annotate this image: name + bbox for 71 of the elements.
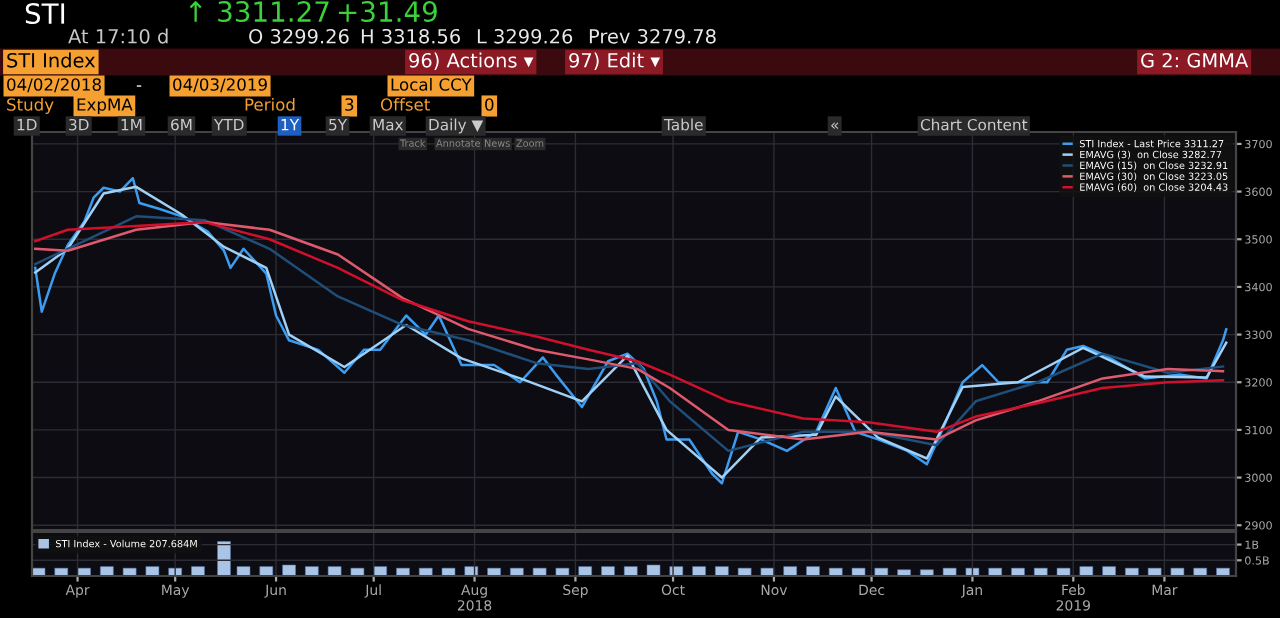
bar (942, 567, 957, 576)
bar (760, 567, 775, 576)
text: - (136, 85, 142, 87)
bar (217, 541, 231, 576)
text: +31.49 (338, 1, 437, 23)
bar (851, 567, 866, 576)
bar (601, 566, 615, 576)
bar (1216, 567, 1230, 576)
bar (236, 566, 251, 576)
bar (692, 566, 706, 576)
text: O 3299.26 (249, 28, 349, 44)
bar (350, 567, 365, 576)
bar (965, 567, 980, 576)
bar (988, 567, 1002, 576)
bar (646, 564, 661, 576)
bar (874, 567, 889, 576)
bar (783, 566, 797, 576)
bar (77, 567, 91, 576)
text: At 17:10 d (68, 28, 168, 44)
bar (1193, 567, 1207, 576)
bar (1170, 567, 1185, 576)
text: Prev 3279.78 (589, 28, 716, 44)
bar (897, 569, 911, 576)
bar (1033, 567, 1048, 576)
bar (555, 567, 570, 576)
text: Local CCY (391, 77, 472, 91)
text: H 3318.56 (361, 28, 460, 44)
bar (1147, 567, 1162, 576)
bar (920, 569, 934, 576)
text: Offset (380, 97, 430, 111)
bar (510, 567, 524, 576)
bar (623, 566, 638, 576)
text: Study (7, 97, 54, 115)
bar (100, 566, 114, 576)
bar (282, 564, 296, 576)
bar (1102, 566, 1116, 576)
bar (396, 567, 410, 576)
bar (737, 567, 752, 576)
bar (532, 567, 547, 576)
bar (1079, 566, 1094, 576)
text: G 2: GMMA (1141, 52, 1249, 68)
text: L 3299.26 (477, 28, 573, 44)
text: 0 (485, 98, 494, 111)
bar (441, 567, 456, 576)
bar (259, 566, 274, 576)
bar (1125, 567, 1139, 576)
bar (1056, 567, 1071, 576)
text: 04/02/2018 (7, 78, 101, 93)
bar (806, 566, 820, 576)
text: 3 (345, 98, 354, 111)
text: 97) Edit ▾ (569, 52, 661, 70)
bar (327, 566, 342, 576)
text: 96) Actions ▾ (409, 52, 534, 70)
text: ExpMA (77, 98, 133, 115)
bar (487, 567, 501, 576)
text: Period (245, 97, 295, 111)
bar (54, 567, 69, 576)
bar (191, 566, 205, 576)
bar (305, 566, 319, 576)
text: STI (25, 3, 65, 25)
bar (715, 566, 729, 576)
text: ↑ 3311.27 (189, 1, 329, 23)
bar (828, 567, 843, 576)
text: STI Index (7, 52, 96, 68)
text: 04/03/2019 (173, 78, 267, 93)
bar (1011, 567, 1025, 576)
bar (418, 567, 433, 576)
bar (145, 566, 160, 576)
bar (122, 567, 137, 576)
bar (32, 567, 46, 576)
bar (578, 566, 592, 576)
